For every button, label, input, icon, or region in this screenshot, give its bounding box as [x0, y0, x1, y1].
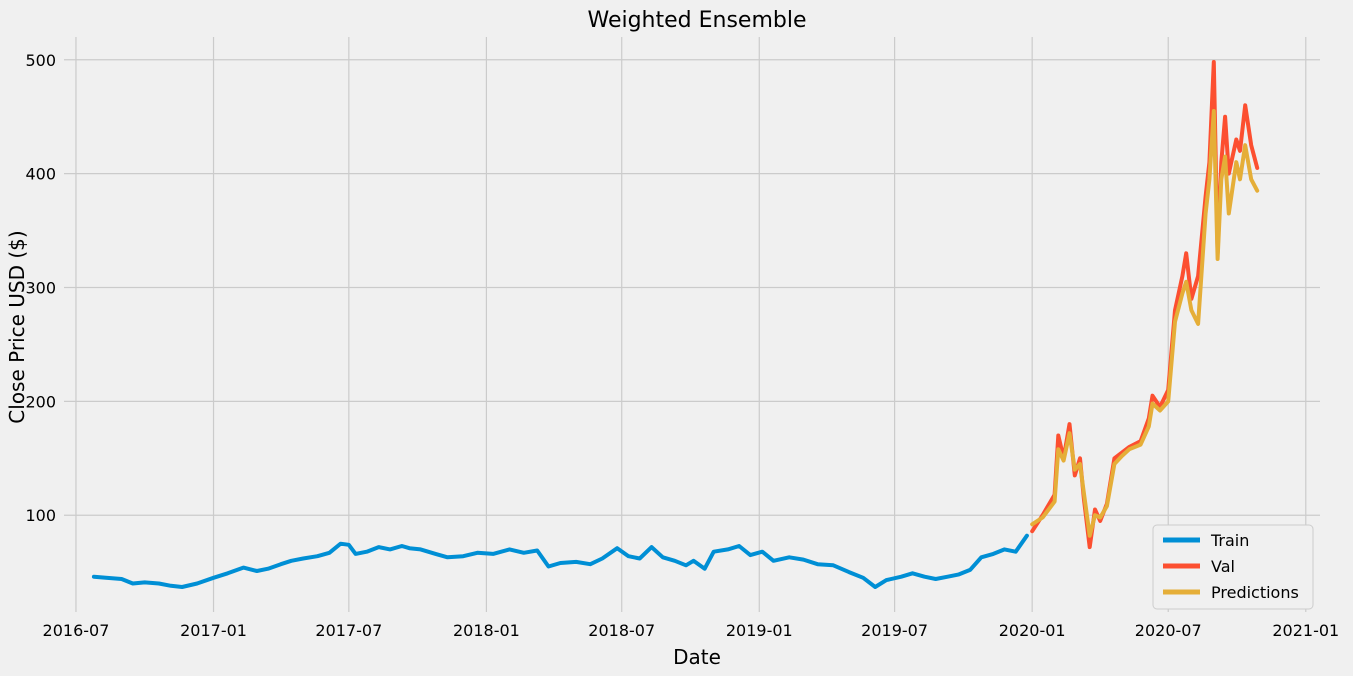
y-tick-label: 500: [25, 51, 56, 70]
x-axis-title: Date: [673, 645, 721, 669]
x-tick-label: 2016-07: [43, 621, 110, 640]
y-tick-label: 100: [25, 506, 56, 525]
series-line-val: [1030, 60, 1260, 550]
x-tick-label: 2020-07: [1135, 621, 1202, 640]
legend-label-predictions: Predictions: [1211, 583, 1299, 602]
legend-box: [1152, 524, 1314, 610]
x-tick-label: 2017-07: [315, 621, 382, 640]
x-tick-label: 2021-01: [1272, 621, 1339, 640]
series-group: [91, 60, 1260, 589]
x-tick-label: 2017-01: [180, 621, 247, 640]
series-line-predictions: [1030, 109, 1260, 538]
y-tick-label: 300: [25, 278, 56, 297]
tick-labels: 2016-07 2017-01 2017-07 2018-01 2018-07 2019-…: [25, 51, 1339, 640]
series-line-train: [91, 533, 1029, 589]
y-tick-label: 200: [25, 392, 56, 411]
legend: Train Val Predictions: [1152, 524, 1314, 610]
x-tick-label: 2020-01: [999, 621, 1066, 640]
chart-title: Weighted Ensemble: [587, 8, 806, 33]
x-tick-label: 2018-07: [588, 621, 655, 640]
y-axis-title: Close Price USD ($): [5, 230, 29, 423]
x-tick-label: 2019-01: [726, 621, 793, 640]
y-tick-label: 400: [25, 165, 56, 184]
legend-label-train: Train: [1210, 531, 1249, 550]
x-tick-label: 2019-07: [861, 621, 928, 640]
x-tick-label: 2018-01: [453, 621, 520, 640]
grid: [64, 37, 1320, 612]
legend-label-val: Val: [1211, 557, 1235, 576]
